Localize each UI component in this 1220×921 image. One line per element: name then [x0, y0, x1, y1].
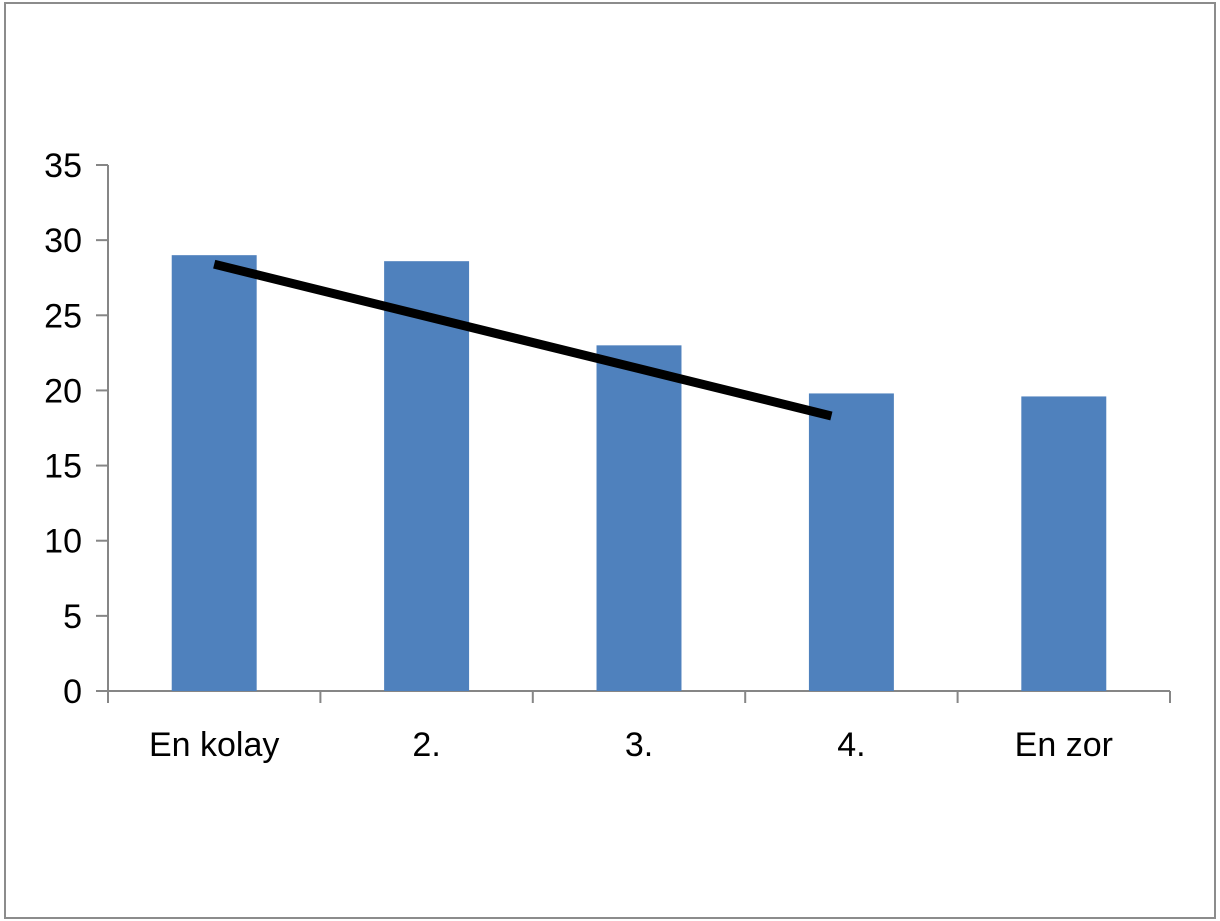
x-axis: En kolay 2. 3. 4. En zor [107, 690, 1171, 764]
bar [1021, 396, 1107, 691]
x-category-label: En kolay [149, 726, 279, 764]
bar-series [171, 255, 1107, 691]
y-tick-label: 5 [63, 598, 82, 636]
y-tick-label: 30 [44, 222, 82, 260]
y-tick-label: 15 [44, 448, 82, 486]
bar [808, 393, 894, 691]
x-category-label: En zor [1015, 726, 1113, 764]
bar [596, 345, 682, 691]
y-axis: 0 5 10 15 20 25 30 35 [44, 147, 109, 711]
y-tick-label: 25 [44, 297, 82, 335]
x-category-label: 3. [625, 726, 653, 764]
y-tick-label: 10 [44, 523, 82, 561]
x-category-label: 4. [837, 726, 865, 764]
bar [171, 255, 257, 691]
trendline [213, 259, 833, 421]
bar [384, 261, 470, 691]
y-tick-label: 0 [63, 673, 82, 711]
trendline-group [213, 259, 833, 421]
y-tick-label: 20 [44, 372, 82, 410]
y-tick-label: 35 [44, 147, 82, 185]
x-category-label: 2. [412, 726, 440, 764]
